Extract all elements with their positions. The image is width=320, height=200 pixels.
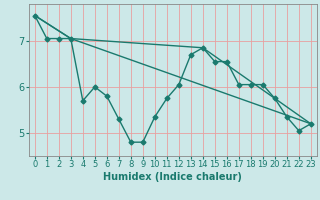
X-axis label: Humidex (Indice chaleur): Humidex (Indice chaleur)	[103, 172, 242, 182]
